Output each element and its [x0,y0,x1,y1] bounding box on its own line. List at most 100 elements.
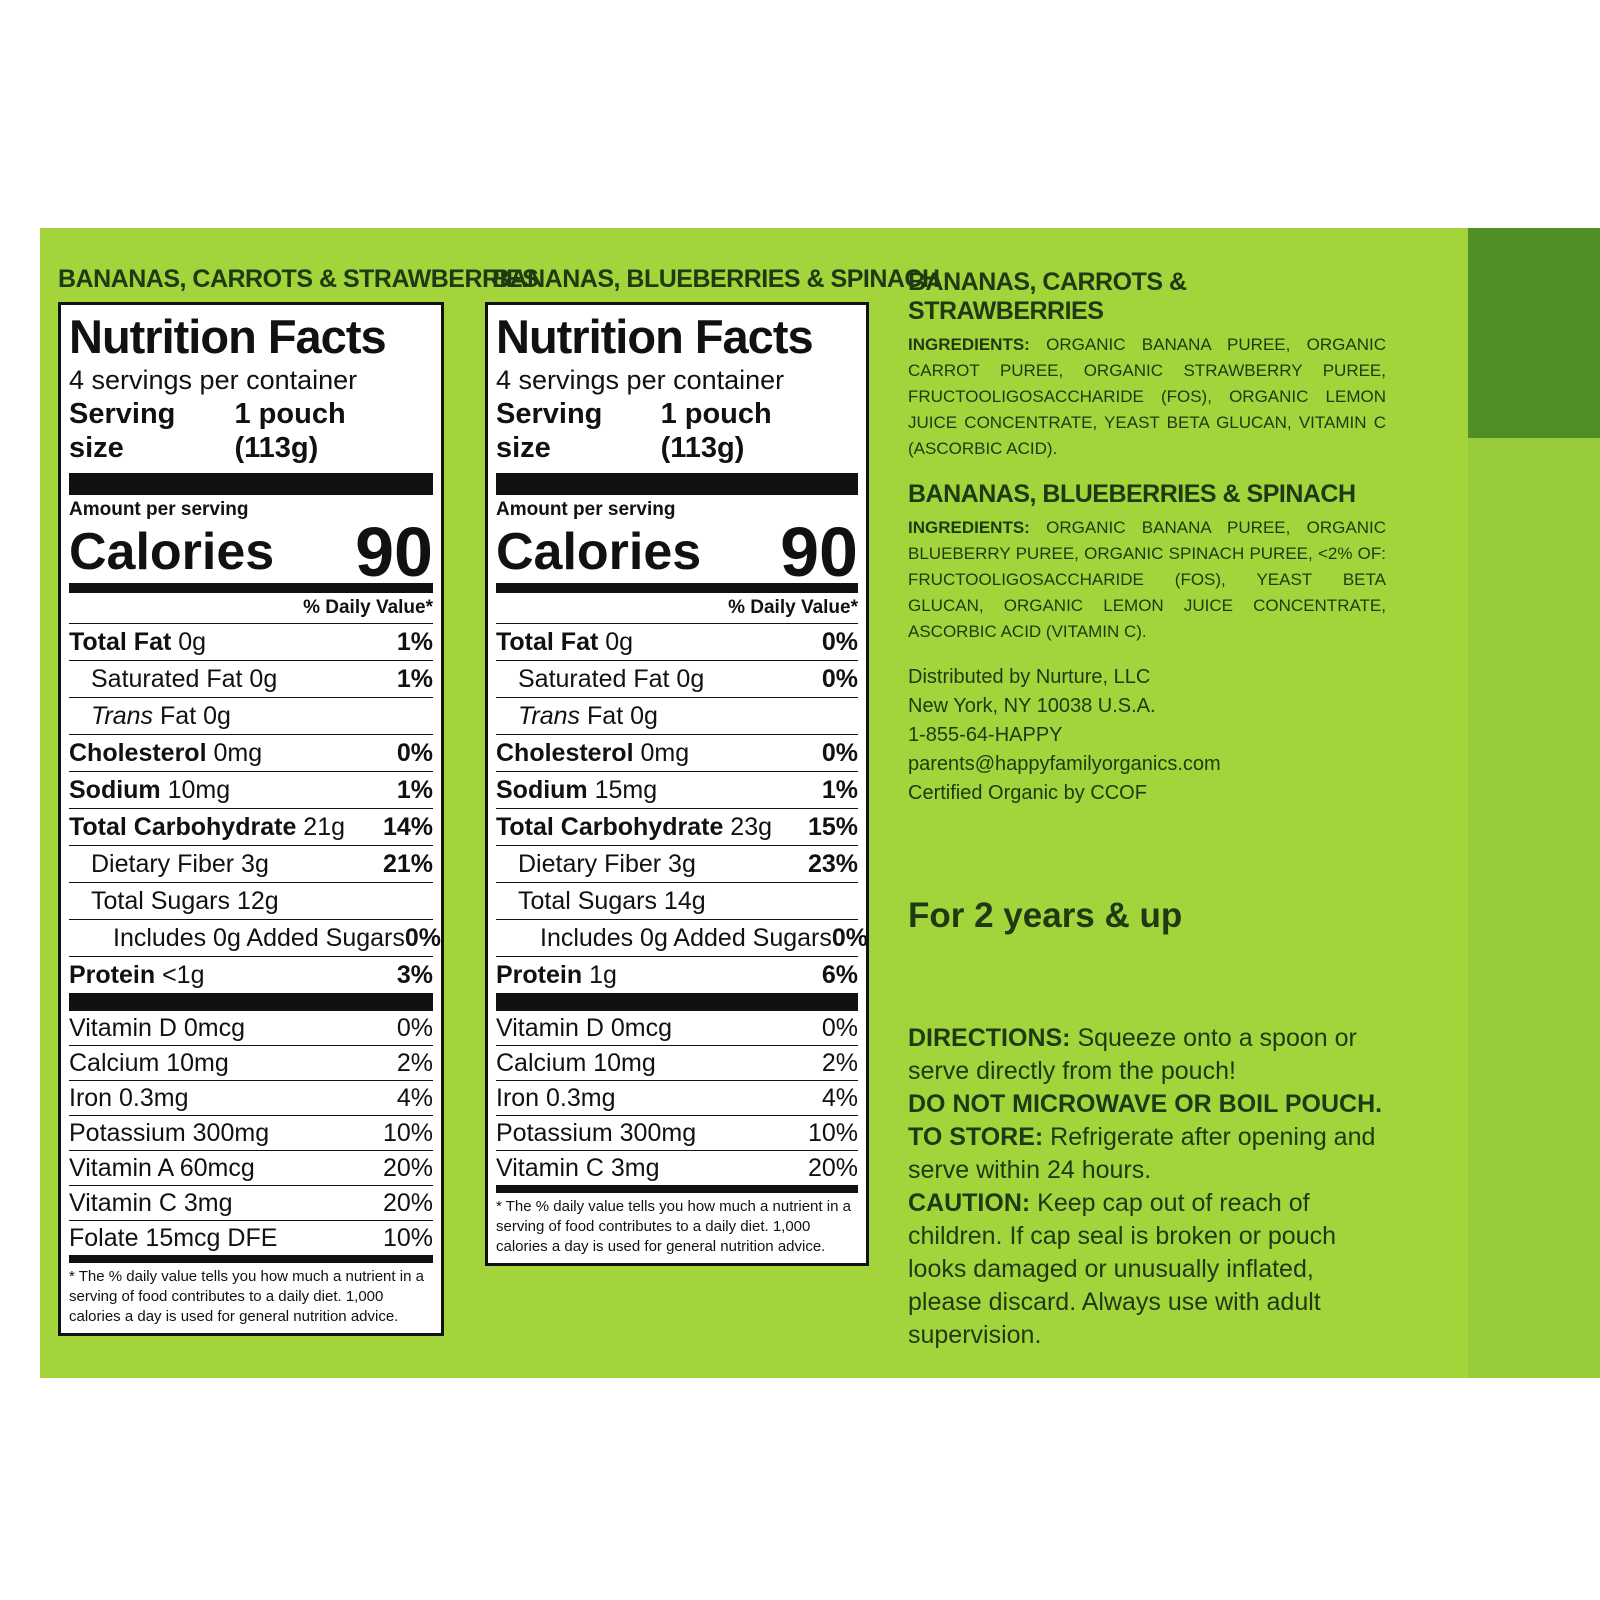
direction-label: CAUTION: [908,1189,1031,1217]
nutrient-name: Total Fat [69,628,172,656]
nutrient-row: Trans Fat 0g [496,698,858,735]
nutrient-row: Sodium 10mg 1% [69,772,433,809]
label-title: Nutrition Facts [496,310,814,363]
direction-text: Refrigerate after opening and serve with… [908,1123,1376,1184]
vitamin-name: Folate 15mcg DFE [69,1224,278,1252]
vitamin-row: Vitamin A 60mcg 20% [69,1151,433,1186]
footnote: * The % daily value tells you how much a… [69,1268,424,1325]
daily-value: 0% [396,739,433,767]
nutrient-name: Total Fat [496,628,599,656]
nutrient-name-wrap: Total Fat 0g [496,624,633,660]
daily-value: 10% [807,1119,858,1147]
nutrient-name-wrap: Total Carbohydrate 23g [496,809,772,845]
nutrition-label: Nutrition Facts 4 servings per container S… [485,302,869,1266]
ingredients-list: ORGANIC BANANA PUREE, ORGANIC CARROT PUR… [908,335,1386,458]
nutrient-name-wrap: Sodium 10mg [69,772,230,808]
nutrient-name: Dietary Fiber 3g [91,850,269,878]
vitamin-name: Potassium 300mg [69,1119,270,1147]
nutrient-amount: 1g [589,961,617,989]
product-name: BANANAS, CARROTS & STRAWBERRIES [58,265,539,293]
nutrient-name-wrap: Sodium 15mg [496,772,657,808]
daily-value: 0% [821,1014,858,1042]
nutrient-name: Saturated Fat 0g [91,665,278,693]
vitamin-name: Iron 0.3mg [69,1084,189,1112]
nutrient-name-wrap: Total Sugars 12g [69,883,279,919]
nutrient-row: Total Sugars 12g [69,883,433,920]
daily-value: 3% [396,961,433,989]
nutrient-name-wrap: Total Fat 0g [69,624,206,660]
vitamin-name: Vitamin D 0mcg [496,1014,672,1042]
calories-row: Calories 90 [496,517,858,593]
daily-value: 0% [404,924,442,952]
nutrient-name: Includes 0g Added Sugars [113,924,405,952]
nutrient-amount: 21g [303,813,346,841]
nutrient-amount: Fat 0g [160,702,231,730]
daily-value: 0% [821,665,858,693]
nutrient-name: Total Carbohydrate [69,813,297,841]
direction-label: TO STORE: [908,1123,1044,1151]
nutrient-row: Includes 0g Added Sugars 0% [496,920,868,957]
nutrient-name-wrap: Cholesterol 0mg [496,735,689,771]
vitamin-row: Vitamin C 3mg 20% [69,1186,433,1221]
direction: CAUTION: Keep cap out of reach of childr… [908,1187,1386,1352]
daily-value: 6% [821,961,858,989]
nutrient-amount: <1g [162,961,205,989]
nutrient-name-wrap: Saturated Fat 0g [69,661,277,697]
info-column: BANANAS, CARROTS & STRAWBERRIES INGREDIEN… [908,268,1386,1352]
direction-text: Squeeze onto a spoon or serve directly f… [908,1024,1357,1085]
serving-size-row: Serving size 1 pouch (113g) [69,397,433,495]
ingredients-heading: BANANAS, CARROTS & STRAWBERRIES [908,268,1187,325]
nutrient-name: Total Sugars 14g [518,887,706,915]
vitamin-name: Calcium 10mg [496,1049,656,1077]
distributor-line: Distributed by Nurture, LLC [908,666,1151,688]
calories-row: Calories 90 [69,517,433,593]
daily-value: 21% [382,850,433,878]
daily-value: 10% [382,1224,433,1252]
ingredients-label: INGREDIENTS: [908,335,1030,354]
nutrient-amount: 23g [730,813,773,841]
nutrient-amount: 0mg [213,739,263,767]
nutrient-name: Protein [69,961,156,989]
daily-value: 23% [807,850,858,878]
daily-value: 4% [821,1084,858,1112]
amount-per-serving: Amount per serving [69,499,249,520]
vitamin-name: Iron 0.3mg [496,1084,616,1112]
nutrient-name: Total Carbohydrate [496,813,724,841]
nutrient-row: Trans Fat 0g [69,698,433,735]
nutrient-name: Trans [91,702,154,730]
distributor-line: Certified Organic by CCOF [908,782,1147,804]
nutrient-name: Includes 0g Added Sugars [540,924,832,952]
nutrient-name: Sodium [496,776,588,804]
nutrient-amount: 0mg [640,739,690,767]
serving-size: 1 pouch (113g) [660,398,772,464]
vitamin-row: Potassium 300mg 10% [69,1116,433,1151]
nutrient-name: Dietary Fiber 3g [518,850,696,878]
vitamin-row: Calcium 10mg 2% [496,1046,858,1081]
distributor-line: New York, NY 10038 U.S.A. [908,695,1156,717]
nutrient-row: Saturated Fat 0g 1% [69,661,433,698]
vitamin-row: Vitamin C 3mg 20% [496,1151,858,1193]
nutrient-row: Total Carbohydrate 21g 14% [69,809,433,846]
nutrient-name-wrap: Includes 0g Added Sugars [496,920,832,956]
nutrient-name-wrap: Total Carbohydrate 21g [69,809,345,845]
vitamin-row: Calcium 10mg 2% [69,1046,433,1081]
daily-value: 2% [821,1049,858,1077]
nutrient-name-wrap: Protein 1g [496,957,617,993]
serving-size: 1 pouch (113g) [234,398,346,464]
daily-value: 1% [396,628,433,656]
nutrient-row: Dietary Fiber 3g 21% [69,846,433,883]
serving-size-label: Serving size [496,398,603,464]
dark-strip [1468,228,1600,438]
vitamin-name: Vitamin C 3mg [69,1189,233,1217]
nutrient-name: Cholesterol [496,739,634,767]
distributor-line: parents@happyfamilyorganics.com [908,753,1221,775]
product-name: BANANAS, BLUEBERRIES & SPINACH [492,265,940,293]
daily-value: 2% [396,1049,433,1077]
amount-per-serving: Amount per serving [496,499,676,520]
calories-label: Calories [69,523,275,581]
nutrient-row: Cholesterol 0mg 0% [496,735,858,772]
vitamin-row: Vitamin D 0mcg 0% [496,1011,858,1046]
ingredients-text: INGREDIENTS: ORGANIC BANANA PUREE, ORGAN… [908,515,1386,645]
nutrient-name-wrap: Protein <1g [69,957,205,993]
